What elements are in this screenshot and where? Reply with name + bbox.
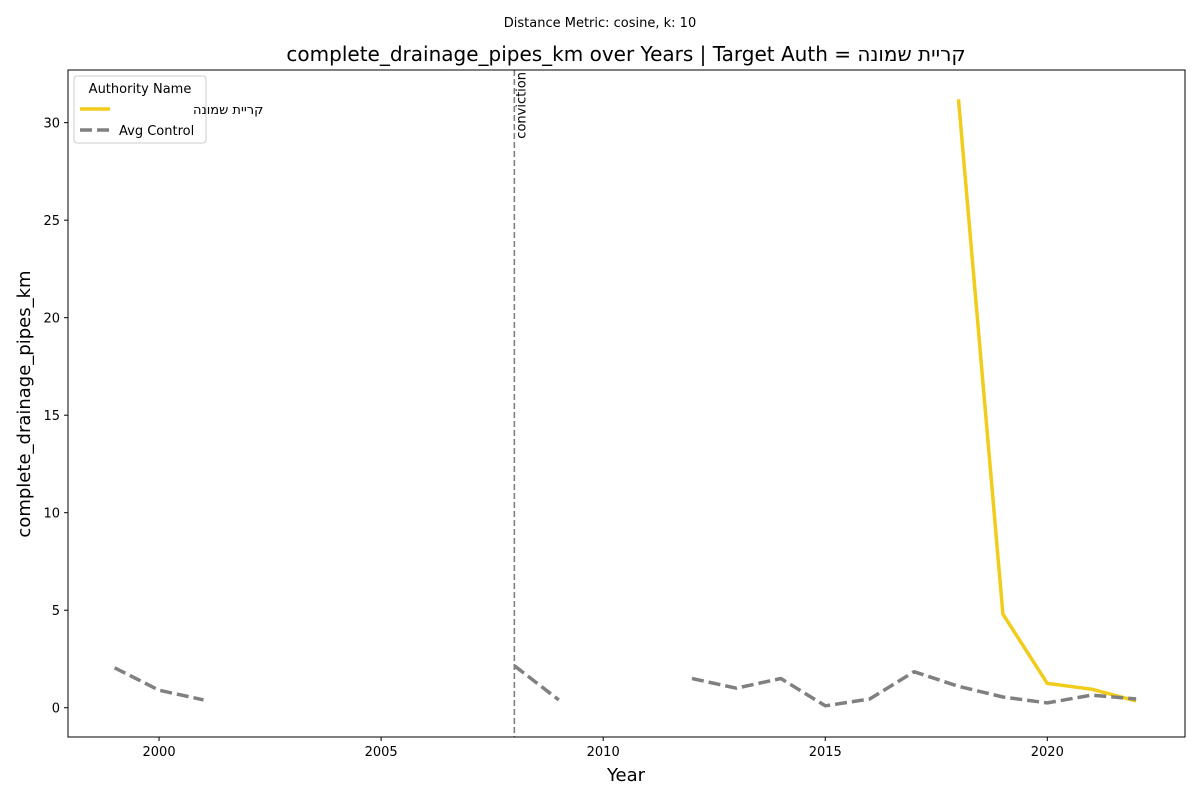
- x-tick-label: 2020: [1031, 745, 1064, 760]
- series-line-1-segment-1: [513, 664, 560, 702]
- y-tick-label: 25: [43, 214, 60, 229]
- y-tick-label: 20: [43, 312, 60, 327]
- legend-label-target: קריית שמונה: [193, 103, 263, 118]
- legend: Authority Name קריית שמונה Avg Control: [73, 75, 263, 144]
- axis-ticks: 2000 2005 2010 2015 2020 0 5 10 15 20 25 30: [43, 117, 1063, 760]
- x-tick-label: 2015: [809, 745, 842, 760]
- y-tick-label: 5: [52, 604, 60, 619]
- y-tick-label: 10: [43, 507, 60, 522]
- legend-label-control: Avg Control: [119, 124, 194, 139]
- annotation-label: conviction: [514, 72, 529, 139]
- x-tick-label: 2005: [365, 745, 398, 760]
- axes-frame: [67, 69, 1186, 738]
- y-tick-label: 0: [52, 702, 60, 717]
- legend-title: Authority Name: [89, 82, 192, 97]
- x-tick-label: 2010: [587, 745, 620, 760]
- legend-box: [73, 75, 207, 144]
- series-line-0-segment-0: [956, 99, 1137, 703]
- x-tick-label: 2000: [143, 745, 176, 760]
- y-tick-label: 15: [43, 409, 60, 424]
- series-line-1-segment-2: [691, 669, 1137, 708]
- y-axis-label: complete_drainage_pipes_km: [14, 270, 35, 537]
- plot-area: conviction: [113, 70, 1137, 737]
- chart-title: complete_drainage_pipes_km over Years | …: [286, 42, 965, 66]
- x-axis-label: Year: [606, 765, 646, 786]
- chart-suptitle: Distance Metric: cosine, k: 10: [504, 16, 696, 31]
- y-tick-label: 30: [43, 117, 60, 132]
